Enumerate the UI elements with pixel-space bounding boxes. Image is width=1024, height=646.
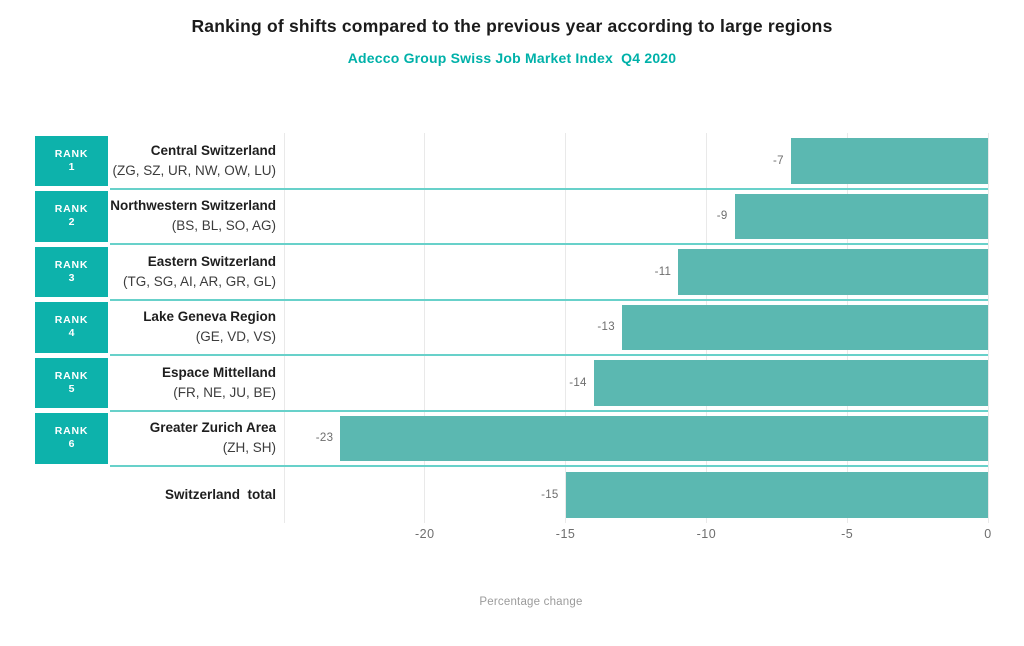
total-row-label: Switzerland total — [164, 487, 276, 503]
region-label: Greater Zurich Area (ZH, SH) — [110, 411, 276, 467]
rank-label: RANK — [54, 425, 89, 438]
bar — [734, 193, 988, 239]
total-value-label: -15 — [541, 488, 559, 501]
rank-number: 4 — [68, 327, 75, 340]
bar — [340, 415, 988, 461]
region-name: Greater Zurich Area — [149, 420, 276, 436]
rank-number: 2 — [68, 216, 75, 229]
region-name: Eastern Switzerland — [147, 253, 276, 269]
region-cantons: (TG, SG, AI, AR, GR, GL) — [122, 273, 276, 289]
bar — [790, 138, 988, 184]
row-separator — [110, 354, 988, 356]
bar-value-label: -23 — [315, 432, 334, 445]
chart-row: RANK 6 Greater Zurich Area (ZH, SH) -23 — [35, 411, 988, 467]
gridline — [565, 133, 567, 523]
gridline — [987, 133, 989, 523]
row-separator — [110, 409, 988, 412]
rank-badge: RANK 1 — [35, 135, 108, 186]
region-cantons: (ZH, SH) — [222, 440, 276, 456]
chart-row: RANK 2 Northwestern Switzerland (BS, BL,… — [35, 189, 988, 245]
region-label: Lake Geneva Region (GE, VD, VS) — [110, 300, 276, 356]
region-name: Northwestern Switzerland — [110, 198, 276, 214]
x-axis-title: Percentage change — [479, 596, 583, 608]
x-tick-label: -15 — [555, 527, 576, 541]
region-cantons: (BS, BL, SO, AG) — [171, 218, 276, 234]
bar — [593, 360, 988, 406]
chart-row: RANK 3 Eastern Switzerland (TG, SG, AI, … — [35, 244, 988, 300]
chart-row: RANK 1 Central Switzerland (ZG, SZ, UR, … — [35, 133, 988, 189]
region-label: Central Switzerland (ZG, SZ, UR, NW, OW,… — [110, 133, 277, 189]
row-separator — [110, 465, 988, 467]
rank-number: 3 — [68, 271, 75, 284]
rank-number: 1 — [68, 160, 75, 173]
rank-number: 6 — [68, 438, 75, 451]
x-tick-label: -10 — [696, 527, 717, 541]
bar-value-label: -13 — [597, 321, 615, 334]
rank-label: RANK — [54, 203, 89, 216]
x-tick-label: -20 — [415, 527, 435, 541]
rank-badge: RANK 2 — [35, 191, 108, 242]
gridline — [424, 133, 426, 523]
rank-badge: RANK 4 — [35, 302, 108, 353]
rank-number: 5 — [68, 382, 75, 395]
rank-label: RANK — [54, 314, 89, 327]
row-separator — [110, 298, 988, 301]
rank-badge: RANK 6 — [35, 413, 108, 464]
row-separator — [110, 187, 988, 190]
region-label: Eastern Switzerland (TG, SG, AI, AR, GR,… — [110, 244, 276, 300]
gridline — [283, 133, 285, 523]
rank-label: RANK — [54, 258, 89, 271]
region-label: Espace Mittelland (FR, NE, JU, BE) — [110, 355, 276, 411]
total-row: Switzerland total -15 — [35, 467, 988, 523]
row-separator — [110, 243, 988, 245]
region-label: Northwestern Switzerland (BS, BL, SO, AG… — [110, 189, 276, 245]
chart-row: RANK 4 Lake Geneva Region (GE, VD, VS) -… — [35, 300, 988, 356]
region-name: Espace Mittelland — [161, 364, 276, 380]
chart-title: Ranking of shifts compared to the previo… — [191, 16, 833, 36]
bar-value-label: -14 — [569, 376, 587, 389]
bar-value-label: -9 — [716, 210, 728, 223]
rank-label: RANK — [54, 147, 89, 160]
x-tick-label: -5 — [841, 527, 854, 541]
region-name: Lake Geneva Region — [143, 309, 276, 325]
bar-value-label: -7 — [773, 154, 784, 167]
region-cantons: (GE, VD, VS) — [195, 329, 276, 345]
chart-row: RANK 5 Espace Mittelland (FR, NE, JU, BE… — [35, 355, 988, 411]
total-bar — [565, 472, 988, 518]
region-cantons: (FR, NE, JU, BE) — [173, 384, 276, 400]
chart-subtitle: Adecco Group Swiss Job Market Index Q4 2… — [347, 50, 677, 66]
bar-chart: Switzerland total -15 RANK 1 Central Swi… — [35, 133, 991, 541]
region-cantons: (ZG, SZ, UR, NW, OW, LU) — [112, 162, 277, 178]
rank-label: RANK — [54, 369, 89, 382]
region-name: Central Switzerland — [150, 142, 276, 158]
bar — [678, 249, 988, 295]
bar — [621, 304, 988, 350]
rank-badge: RANK 3 — [35, 246, 108, 297]
rank-badge: RANK 5 — [35, 357, 108, 408]
x-tick-label: 0 — [984, 527, 992, 541]
bar-value-label: -11 — [654, 265, 672, 278]
